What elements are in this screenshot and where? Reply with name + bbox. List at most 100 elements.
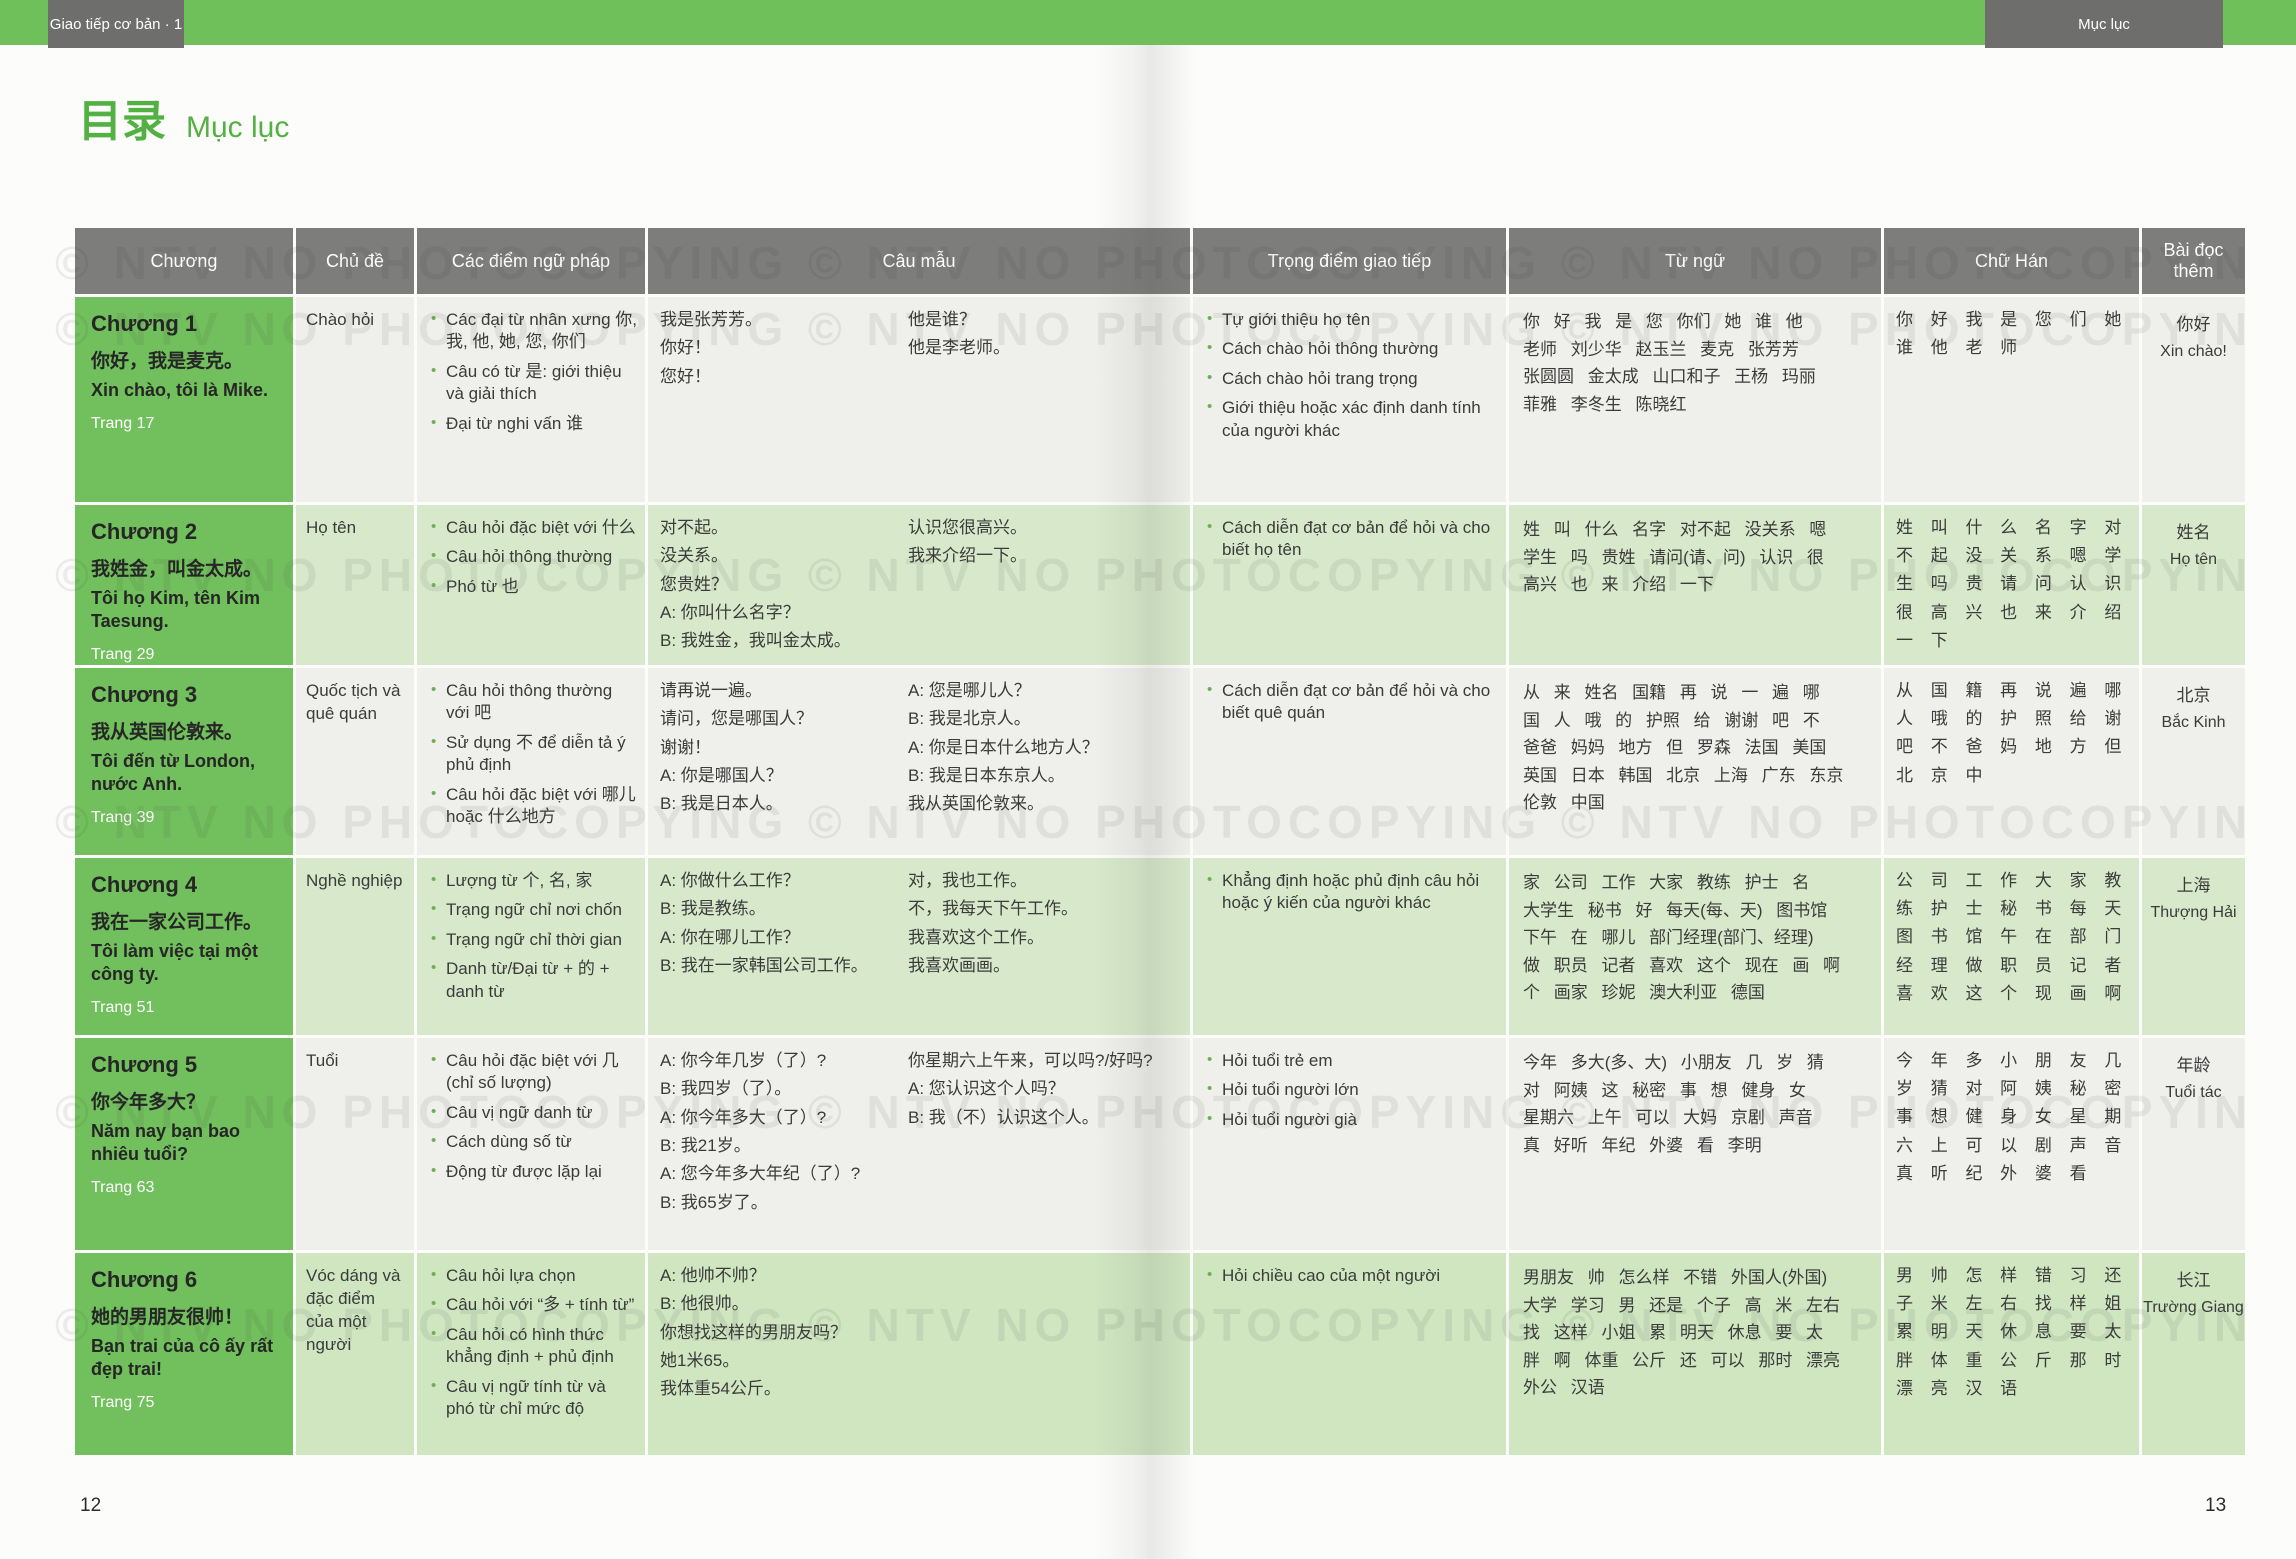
hanzi-line: 不 起 没 关 系 嗯 学: [1896, 546, 2122, 566]
sample-sentence: 认识您很高兴。: [908, 518, 1027, 537]
reading-vi: Bắc Kinh: [2161, 714, 2226, 731]
sample-sentence: B: 我姓金，我叫金太成。: [660, 631, 851, 651]
header-chuong: Chương: [75, 228, 293, 294]
vocab-line: 家 公司 工作 大家 教练 护士 名: [1523, 873, 1810, 892]
grammar-point: Danh từ/Đại từ + 的 + danh từ: [431, 958, 637, 1003]
vocab-cell: 从 来 姓名 国籍 再 说 一 遍 哪国 人 哦 的 护照 给 谢谢 吧 不爸爸…: [1509, 668, 1881, 855]
page-title: 目录 Mục lục: [78, 100, 290, 145]
grammar-cell: Câu hỏi đặc biệt với 什么 Câu hỏi thông thư…: [417, 505, 645, 665]
page-title-vi: Mục lục: [186, 111, 290, 144]
chapter-title-vi: Bạn trai của cô ấy rất đẹp trai!: [91, 1335, 274, 1380]
sample-sentence: A: 你今年几岁（了）?: [660, 1051, 827, 1070]
hanzi-line: 子 米 左 右 找 样 姐: [1896, 1294, 2122, 1314]
sample-sentence: 我从英国伦敦来。: [908, 794, 1044, 814]
vocab-line: 找 这样 小姐 累 明天 休息 要 太: [1523, 1323, 1824, 1343]
sample-sentence: B: 我在一家韩国公司工作。: [660, 956, 868, 976]
communication-point: Cách diễn đạt cơ bản để hỏi và cho biết …: [1207, 680, 1498, 725]
sample-sentence: 我喜欢这个工作。: [908, 927, 1044, 947]
samples-left: A: 你做什么工作？ B: 我是教练。 A: 你在哪儿工作？ B: 我在一家韩国公司工…: [660, 868, 908, 1025]
sample-sentence: B: 我（不）认识这个人。: [908, 1107, 1099, 1127]
chapter-number: Chương 3: [91, 682, 198, 707]
communication-point: Cách diễn đạt cơ bản để hỏi và cho biết …: [1207, 517, 1498, 562]
chapter-title-zh: 我姓金，叫金太成。: [91, 559, 263, 580]
chapter-cell: Chương 2 我姓金，叫金太成。 Tôi họ Kim, tên Kim T…: [75, 505, 293, 665]
hanzi-line: 姓 叫 什 么 名 字 对: [1896, 518, 2122, 537]
reading-zh: 姓名: [2176, 523, 2211, 542]
page-number-left: 12: [80, 1495, 102, 1516]
communication-point: Hỏi chiều cao của một người: [1207, 1265, 1498, 1287]
hanzi-line: 北 京 中: [1896, 765, 1983, 785]
sample-sentence: A: 他帅不帅？: [660, 1266, 766, 1285]
communication-point: Cách chào hỏi thông thường: [1207, 338, 1498, 360]
chapter-title-vi: Năm nay bạn bao nhiêu tuổi?: [91, 1120, 241, 1165]
samples-right: [908, 1263, 1178, 1445]
hanzi-line: 人 哦 的 护 照 给 谢: [1896, 709, 2122, 729]
chapter-title-zh: 我从英国伦敦来。: [91, 722, 244, 743]
reading-vi: Tuổi tác: [2165, 1084, 2222, 1101]
chapter-cell: Chương 5 你今年多大？ Năm nay bạn bao nhiêu tu…: [75, 1038, 293, 1250]
communication-point: Hỏi tuổi người lớn: [1207, 1079, 1498, 1101]
samples-right: 对，我也工作。 不，我每天下午工作。 我喜欢这个工作。 我喜欢画画。: [908, 868, 1178, 1025]
samples-right: 认识您很高兴。 我来介绍一下。: [908, 515, 1178, 655]
reading-zh: 年龄: [2176, 1056, 2211, 1075]
sample-sentence: 我喜欢画画。: [908, 956, 1010, 976]
top-green-bar: [0, 0, 2296, 45]
sample-sentence: B: 我是教练。: [660, 899, 766, 919]
table-row-chapter-2: Chương 2 我姓金，叫金太成。 Tôi họ Kim, tên Kim T…: [75, 505, 2245, 665]
hanzi-cell: 你 好 我 是 您 们 她谁 他 老 师: [1884, 297, 2139, 502]
hanzi-cell: 姓 叫 什 么 名 字 对不 起 没 关 系 嗯 学生 吗 贵 请 问 认 识很…: [1884, 505, 2139, 665]
page-number-right: 13: [2205, 1495, 2227, 1516]
grammar-point: Lượng từ 个, 名, 家: [431, 870, 637, 892]
sample-sentence: 您好！: [660, 366, 711, 386]
grammar-point: Động từ được lặp lại: [431, 1161, 637, 1183]
hanzi-line: 喜 欢 这 个 现 画 啊: [1896, 983, 2122, 1003]
reading-vi: Thượng Hải: [2150, 904, 2237, 921]
grammar-point: Trạng ngữ chỉ nơi chốn: [431, 899, 637, 921]
hanzi-line: 你 好 我 是 您 们 她: [1896, 310, 2122, 329]
header-chu-han: Chữ Hán: [1884, 228, 2139, 294]
sample-sentence: B: 我是日本东京人。: [908, 766, 1065, 786]
reading-vi: Xin chào!: [2160, 343, 2227, 360]
vocab-line: 对 阿姨 这 秘密 事 想 健身 女: [1523, 1080, 1807, 1100]
chapter-title-zh: 她的男朋友很帅！: [91, 1307, 244, 1328]
grammar-cell: Lượng từ 个, 名, 家 Trạng ngữ chỉ nơi chốn Tr…: [417, 858, 645, 1035]
extra-reading-cell: 上海 Thượng Hải: [2142, 858, 2245, 1035]
reading-vi: Họ tên: [2169, 551, 2218, 568]
hanzi-line: 真 听 纪 外 婆 看: [1896, 1163, 2087, 1183]
communication-point: Khẳng định hoặc phủ định câu hỏi hoặc ý …: [1207, 870, 1498, 915]
grammar-cell: Câu hỏi thông thường với 吧 Sử dụng 不 để d…: [417, 668, 645, 855]
sample-sentence: A: 您是哪儿人？: [908, 681, 1031, 700]
vocab-line: 菲雅 李冬生 陈晓红: [1523, 394, 1687, 414]
sample-sentence: 你想找这样的男朋友吗？: [660, 1322, 847, 1342]
communication-point: Giới thiệu hoặc xác định danh tính của n…: [1207, 397, 1498, 442]
samples-left: A: 他帅不帅？ B: 他很帅。 你想找这样的男朋友吗？ 她1米65。 我体重54公斤。: [660, 1263, 908, 1445]
sample-sentence: 谢谢！: [660, 737, 711, 757]
samples-cell: 对不起。 没关系。 您贵姓？ A: 你叫什么名字？ B: 我姓金，我叫金太成。 认识您很…: [648, 505, 1190, 665]
grammar-point: Câu hỏi đặc biệt với 几 (chỉ số lượng): [431, 1050, 637, 1095]
vocab-line: 姓 叫 什么 名字 对不起 没关系 嗯: [1523, 520, 1827, 539]
grammar-point: Câu hỏi thông thường: [431, 546, 637, 568]
chapter-cell: Chương 6 她的男朋友很帅！ Bạn trai của cô ấy rất…: [75, 1253, 293, 1455]
header-ngu-phap: Các điểm ngữ pháp: [417, 228, 645, 294]
chapter-number: Chương 1: [91, 311, 198, 336]
communication-point: Cách chào hỏi trang trọng: [1207, 368, 1498, 390]
sample-sentence: A: 你是哪国人？: [660, 766, 783, 786]
communication-point: Hỏi tuổi trẻ em: [1207, 1050, 1498, 1072]
grammar-point: Các đại từ nhân xưng 你, 我, 他, 她, 您, 你们: [431, 309, 637, 354]
chapter-page-ref: Trang 75: [91, 1394, 155, 1412]
sample-sentence: A: 您认识这个人吗？: [908, 1079, 1065, 1099]
grammar-cell: Các đại từ nhân xưng 你, 我, 他, 她, 您, 你们 Câ…: [417, 297, 645, 502]
sample-sentence: A: 你今年多大（了）?: [660, 1107, 827, 1127]
chapter-title-zh: 我在一家公司工作。: [91, 912, 263, 933]
chapter-page-ref: Trang 39: [91, 809, 155, 827]
chapter-title-zh: 你今年多大？: [91, 1092, 206, 1113]
header-tu-ngu: Từ ngữ: [1509, 228, 1881, 294]
hanzi-line: 六 上 可 以 剧 声 音: [1896, 1135, 2122, 1155]
communication-point: Tự giới thiệu họ tên: [1207, 309, 1498, 331]
vocab-line: 男朋友 帅 怎么样 不错 外国人(外国): [1523, 1268, 1828, 1287]
sample-sentence: 请再说一遍。: [660, 681, 762, 700]
samples-right: 他是谁？ 他是李老师。: [908, 307, 1178, 492]
vocab-line: 英国 日本 韩国 北京 上海 广东 东京: [1523, 765, 1844, 785]
topic-cell: Quốc tịch và quê quán: [296, 668, 414, 855]
